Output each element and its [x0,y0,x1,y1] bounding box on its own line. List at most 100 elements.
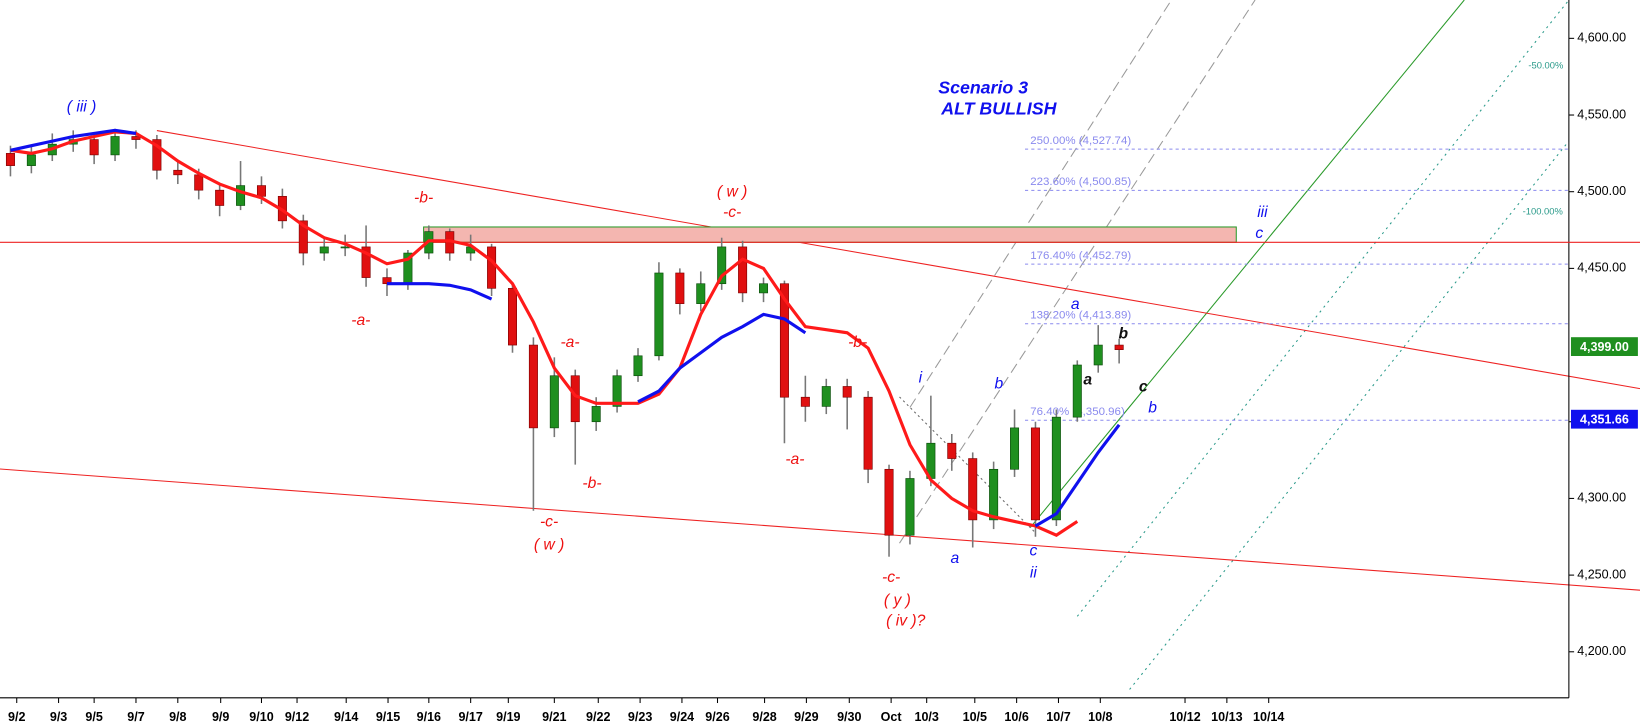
candle-body [528,344,538,429]
candle-body [968,458,978,521]
candle-body [675,272,685,304]
candle-body [989,468,999,521]
wave-label: b [1148,400,1157,417]
candle-body [256,185,266,197]
x-tick-label: 9/9 [212,710,229,724]
x-tick-label: 10/5 [963,710,987,724]
wave-label: -c- [540,513,558,530]
candle-body [487,246,497,289]
candle-body [633,355,643,377]
wave-label: -b- [414,190,433,207]
moving-average [10,130,1079,538]
y-tick-label: 4,600.00 [1577,31,1626,45]
x-tick-label: 9/19 [496,710,520,724]
candle-body [842,386,852,398]
wave-label: iii [1257,204,1268,221]
wave-label: b [1119,325,1129,342]
wave-label: -a- [560,334,579,351]
candle-body [340,246,350,249]
wave-label: a [951,550,960,567]
wave-label: -c- [723,204,741,221]
x-tick-label: 10/12 [1169,710,1200,724]
candle-body [800,396,810,407]
wave-label: -b- [582,475,601,492]
x-tick-label: 9/10 [249,710,273,724]
wave-label: i [919,369,923,386]
x-tick-label: 9/2 [8,710,25,724]
x-tick-label: 9/8 [169,710,186,724]
x-tick-label: 9/24 [670,710,694,724]
candle-body [884,468,894,536]
candle-body [738,246,748,294]
x-tick-label: 9/7 [127,710,144,724]
candle-body [779,283,789,398]
channel-line [1129,140,1570,690]
x-tick-label: 9/21 [542,710,566,724]
wave-label: -c- [882,569,900,586]
candle-body [215,189,225,206]
candle-body [570,375,580,423]
x-tick-label: 9/17 [458,710,482,724]
fib-label: 250.00% (4,527.74) [1030,135,1131,147]
candle-body [194,174,204,191]
y-tick-label: 4,250.00 [1577,567,1626,581]
candle-body [654,272,664,357]
wave-label: -a- [785,451,804,468]
wave-label: Scenario 3 [938,77,1028,97]
candle-body [1030,427,1040,521]
trend-line [156,130,1640,390]
moving-average [637,312,807,404]
x-tick-label: 10/6 [1004,710,1028,724]
x-tick-label: 10/13 [1211,710,1242,724]
moving-average [1034,423,1121,528]
x-tick-label: 10/7 [1046,710,1070,724]
candle-body [508,288,517,346]
x-tick-label: 9/22 [586,710,610,724]
candle-body [947,442,957,459]
wave-label: ( iv )? [886,613,925,630]
candle-body [696,283,706,304]
price-tag-label: 4,351.66 [1580,413,1629,427]
x-tick-label: 9/5 [85,710,102,724]
wave-label: ( iii ) [67,99,97,116]
x-tick-label: 9/16 [417,710,441,724]
wave-label: c [1139,379,1148,396]
wave-label: ( w ) [717,183,747,200]
moving-average [386,282,493,301]
candle-body [717,246,727,285]
candle-body [863,396,873,470]
candle-body [1010,427,1020,470]
wave-label: ii [1030,565,1037,582]
x-tick-label: 9/14 [334,710,358,724]
wave-label: c [1255,225,1263,242]
candle-body [759,283,769,294]
x-tick-label: 10/3 [914,710,938,724]
x-tick-label: 9/15 [376,710,400,724]
y-tick-label: 4,300.00 [1577,491,1626,505]
candle-body [1093,344,1103,366]
candle-body [5,153,15,166]
wave-label: ( w ) [534,536,564,553]
y-tick-label: 4,550.00 [1577,107,1626,121]
fib-label: 138.20% (4,413.89) [1030,309,1131,321]
candle-body [1072,364,1082,418]
fib-label: 176.40% (4,452.79) [1030,250,1131,262]
candle-body [173,169,183,176]
channel-lines [0,0,1640,690]
price-tag [1570,337,1638,356]
wave-label: c [1029,543,1037,560]
x-tick-label: 9/29 [794,710,818,724]
wave-label: -b- [848,334,867,351]
candle-body [26,154,36,166]
channel-line [899,396,1036,534]
channel-label: -100.00% [1523,206,1564,217]
y-tick-label: 4,450.00 [1577,261,1626,275]
channel-label: -50.00% [1528,59,1564,70]
channel-line [899,0,1256,544]
candle-body [110,136,120,156]
wave-label: a [1071,296,1080,313]
x-tick-label: 9/26 [705,710,729,724]
resistance-zone [423,226,1237,243]
candle-body [549,375,559,429]
